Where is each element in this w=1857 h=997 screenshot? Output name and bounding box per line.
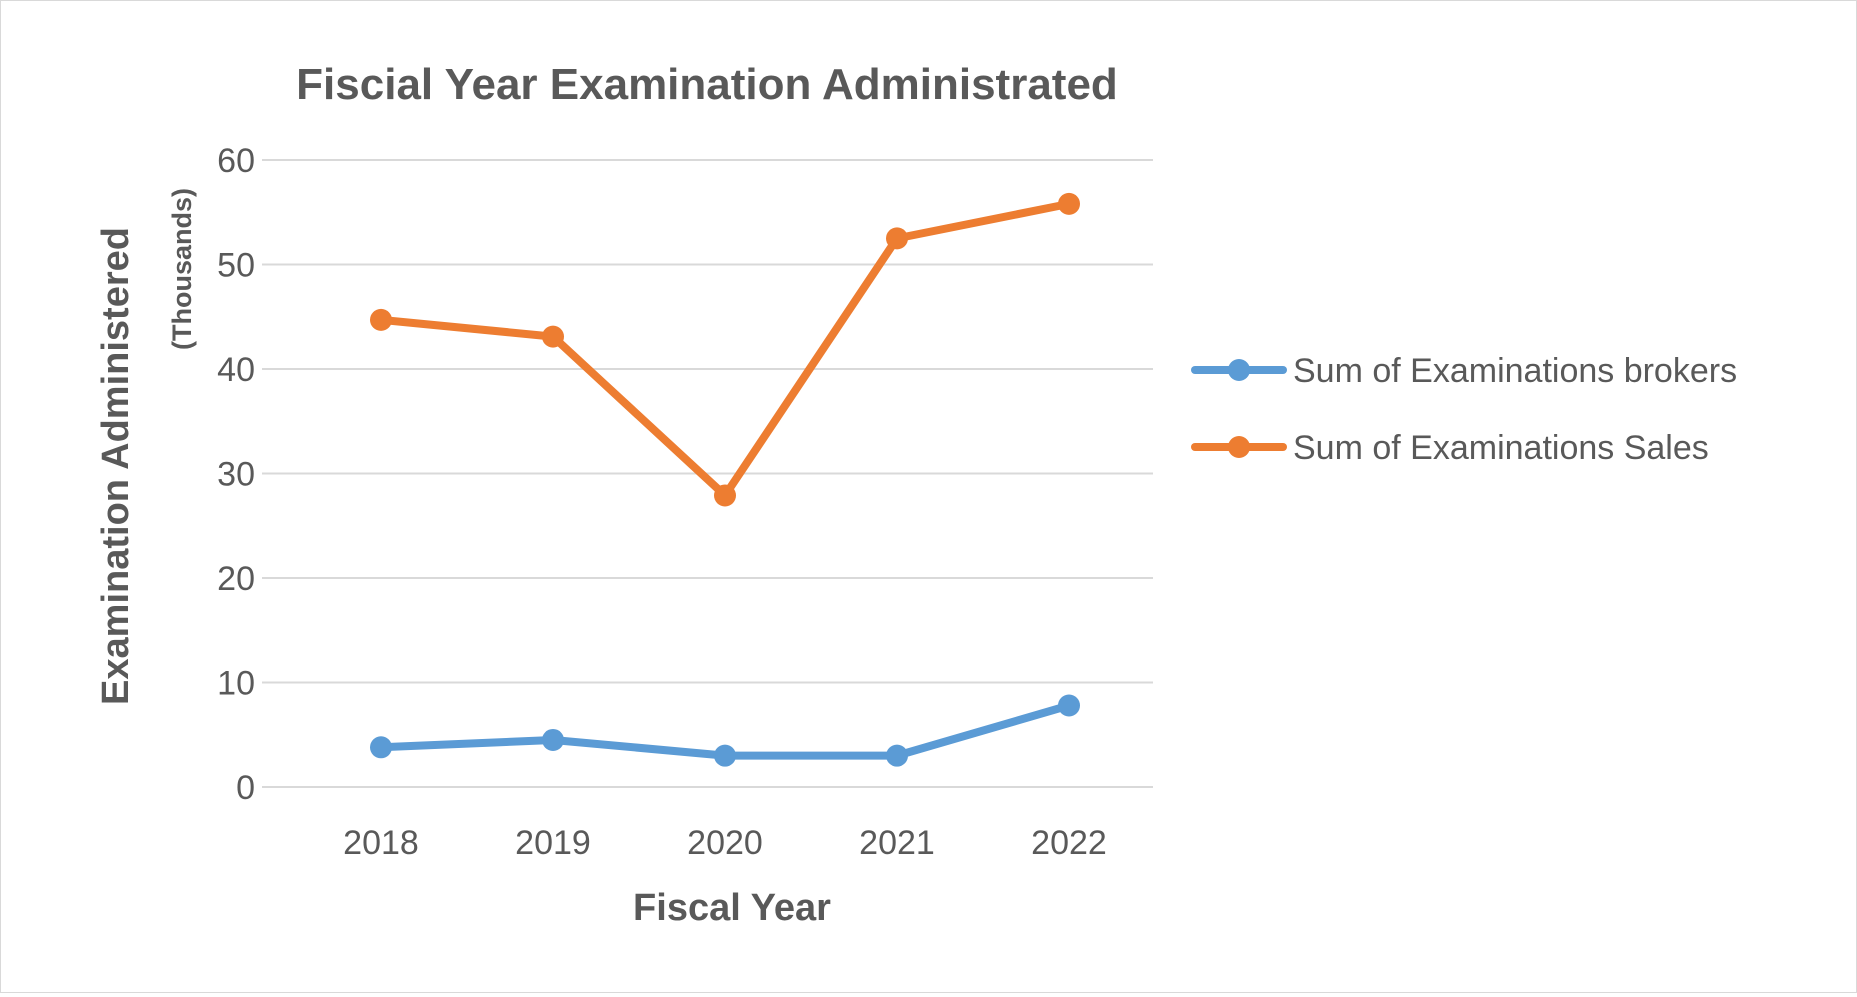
data-point (542, 728, 564, 751)
legend: Sum of Examinations brokers Sum of Examin… (1191, 352, 1737, 467)
series-0 (370, 694, 1080, 767)
y-tick-labels: 0 10 20 30 40 50 60 (217, 142, 255, 807)
data-point (1058, 694, 1080, 717)
x-tick-label: 2019 (515, 824, 591, 862)
legend-marker-icon (1228, 436, 1250, 458)
x-tick-label: 2022 (1031, 824, 1107, 862)
legend-label: Sum of Examinations brokers (1293, 352, 1737, 390)
y-tick-label: 60 (217, 142, 255, 180)
data-point (886, 744, 908, 767)
series-line (377, 199, 1073, 500)
chart-title: Fiscial Year Examination Administrated (296, 60, 1118, 109)
x-tick-labels: 2018 2019 2020 2021 2022 (343, 824, 1107, 862)
y-tick-label: 30 (217, 456, 255, 494)
x-tick-label: 2020 (687, 824, 763, 862)
y-axis-title: Examination Administered (95, 227, 137, 705)
data-point (714, 744, 736, 767)
x-axis-title: Fiscal Year (633, 887, 831, 929)
series-1 (370, 192, 1080, 507)
y-tick-label: 50 (217, 247, 255, 285)
x-tick-label: 2018 (343, 824, 419, 862)
y-tick-label: 0 (236, 769, 255, 807)
data-point (542, 325, 564, 348)
legend-marker-icon (1228, 359, 1250, 381)
legend-label: Sum of Examinations Sales (1293, 429, 1709, 467)
y-axis-units-label: (Thousands) (167, 188, 197, 350)
gridlines (262, 159, 1153, 788)
y-tick-label: 40 (217, 351, 255, 389)
data-point (886, 227, 908, 250)
y-tick-label: 20 (217, 560, 255, 598)
legend-item: Sum of Examinations Sales (1191, 429, 1709, 467)
data-point (370, 308, 392, 331)
data-point (1058, 192, 1080, 215)
y-tick-label: 10 (217, 665, 255, 703)
data-point (370, 736, 392, 759)
legend-item: Sum of Examinations brokers (1191, 352, 1737, 390)
x-tick-label: 2021 (859, 824, 935, 862)
data-point (714, 484, 736, 507)
series-layer (370, 192, 1080, 767)
